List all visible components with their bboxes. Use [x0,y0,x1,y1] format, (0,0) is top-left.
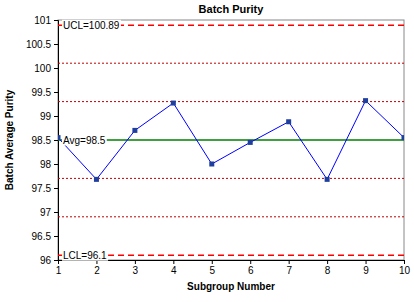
data-point [58,135,61,140]
y-tick-mark [54,212,58,213]
y-tick-label: 100 [34,63,51,74]
x-tick-mark [404,260,405,264]
x-tick: 2 [94,260,100,276]
plot: 9696.59797.59898.59999.5100100.510112345… [26,15,411,276]
x-tick-label: 5 [209,265,215,276]
x-tick-label: 7 [286,265,292,276]
y-tick-label: 99 [40,111,52,122]
reference-label: UCL=100.89 [63,20,120,31]
y-tick-label: 96 [40,255,52,266]
y-tick: 100 [34,63,58,74]
x-tick-label: 6 [248,265,254,276]
y-tick: 97.5 [32,183,58,194]
y-tick: 98.5 [32,135,58,146]
x-tick-mark [289,260,290,264]
reference-line [58,254,404,256]
reference-label: Avg=98.5 [63,135,106,146]
x-tick: 4 [171,260,177,276]
y-tick-mark [54,164,58,165]
y-axis: 96 96.5 97 97.5 98 98.5 99 99.5 100 100.5 101 [26,15,59,266]
x-tick: 9 [363,260,369,276]
data-point [94,177,99,182]
x-tick-label: 3 [133,265,139,276]
data-point [171,101,176,106]
data-point [402,135,405,140]
reference-label: LCL=96.1 [63,250,107,261]
x-axis: 1 2 3 4 5 6 7 8 9 10 [56,260,411,276]
x-tick: 3 [133,260,139,276]
y-tick: 99.5 [32,87,58,98]
data-point [286,119,291,124]
plot-frame [58,20,404,260]
reference-label-bg [62,20,121,31]
reference-labels: UCL=100.89 Avg=98.5 LCL=96.1 [62,20,121,261]
title: Batch Purity [199,3,265,15]
x-axis-line [59,261,405,265]
x-tick-mark [135,260,136,264]
x-tick-mark [366,260,367,264]
y-tick-mark [54,68,58,69]
x-tick-label: 1 [56,265,62,276]
x-tick: 8 [325,260,331,276]
y-axis-line [54,21,59,261]
x-tick-mark [212,260,213,264]
x-tick-label: 4 [171,265,177,276]
y-tick-mark [54,188,58,189]
data-point [132,128,137,133]
y-tick-mark [54,236,58,237]
reference-line [58,101,404,102]
y-tick-label: 101 [34,15,51,26]
x-tick: 1 [56,260,62,276]
y-tick-mark [54,116,58,117]
x-tick-label: 9 [363,265,369,276]
x-tick: 10 [399,260,411,276]
x-tick-mark [58,260,59,264]
data-area [58,25,404,255]
y-tick-label: 98 [40,159,52,170]
y-tick-mark [54,20,58,21]
data-point [248,140,253,145]
y-tick: 97 [40,207,58,218]
x-tick-label: 2 [94,265,100,276]
x-tick-mark [250,260,251,264]
x-tick: 7 [286,260,292,276]
y-tick-mark [54,92,58,93]
y-tick-mark [54,44,58,45]
y-tick: 96.5 [32,231,58,242]
x-axis-title: Subgroup Number [187,281,275,292]
data-point [363,98,368,103]
reference-label-bg [62,135,107,146]
y-tick-label: 97 [40,207,52,218]
chart: 9696.59797.59898.59999.5100100.510112345… [0,0,414,302]
y-axis-title: Batch Average Purity [4,89,15,190]
x-tick-mark [327,260,328,264]
x-tick: 5 [209,260,215,276]
reference-line [58,216,404,217]
y-tick-label: 99.5 [32,87,52,98]
reference-line [58,63,404,64]
y-tick-mark [54,140,58,141]
y-tick-label: 98.5 [32,135,52,146]
series-line [58,101,404,180]
y-tick: 98 [40,159,58,170]
data-point [209,162,214,167]
y-tick: 96 [40,255,58,266]
y-tick: 101 [34,15,58,26]
x-tick-label: 8 [325,265,331,276]
y-tick-label: 96.5 [32,231,52,242]
reference-line [58,139,404,141]
x-tick-mark [173,260,174,264]
y-tick: 99 [40,111,58,122]
y-tick-label: 100.5 [26,39,51,50]
data-point [325,177,330,182]
y-tick-mark [54,260,58,261]
reference-label-bg [62,250,108,261]
y-tick-label: 97.5 [32,183,52,194]
reference-line [58,178,404,179]
x-tick-label: 10 [399,265,411,276]
x-tick: 6 [248,260,254,276]
y-tick: 100.5 [26,39,58,50]
